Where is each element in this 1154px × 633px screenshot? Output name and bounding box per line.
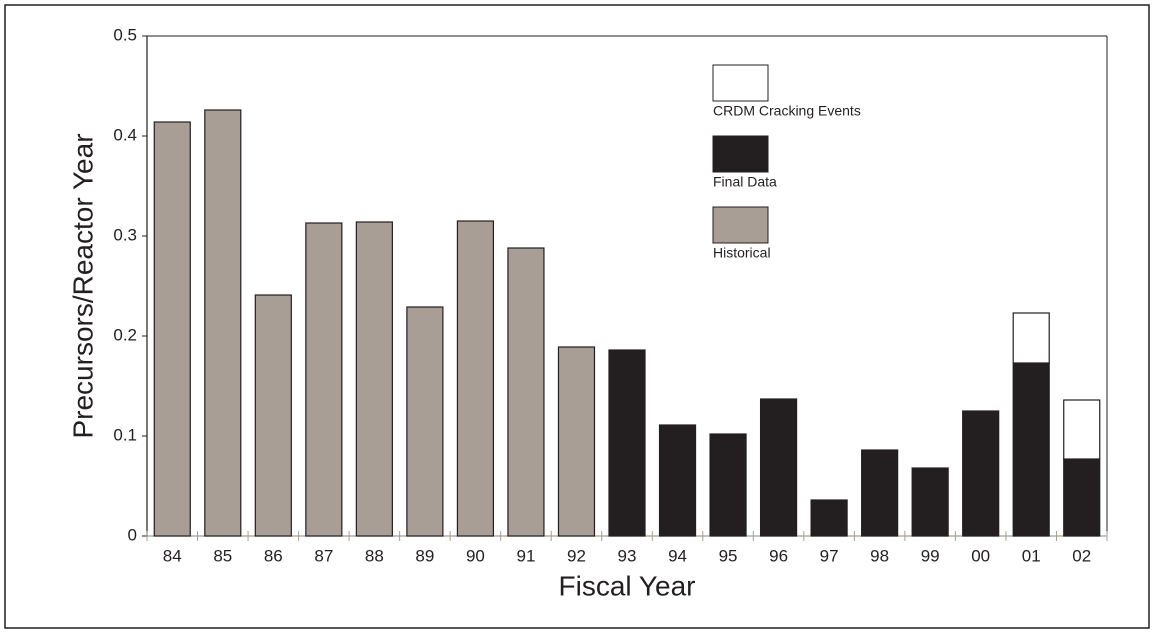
x-tick-label: 86 (264, 546, 283, 565)
x-tick-label: 00 (971, 546, 990, 565)
bar (810, 499, 848, 537)
legend-swatch (712, 206, 769, 244)
bar (204, 109, 242, 537)
bar (153, 121, 191, 537)
y-tick-label: 0.5 (113, 25, 137, 44)
bar (911, 467, 949, 537)
bar (305, 222, 343, 537)
x-tick-label: 84 (163, 546, 182, 565)
bar (254, 294, 292, 537)
bar (1012, 312, 1050, 364)
y-axis-title: Precursors/Reactor Year (67, 133, 98, 438)
x-tick-label: 85 (213, 546, 232, 565)
bar (1063, 399, 1101, 460)
bar (759, 398, 798, 537)
bar (1063, 458, 1101, 537)
bar (456, 220, 495, 537)
bar (962, 410, 1000, 537)
x-tick-label: 92 (567, 546, 586, 565)
bar (355, 221, 393, 537)
x-tick-label: 90 (466, 546, 485, 565)
legend-label: CRDM Cracking Events (713, 103, 861, 119)
frame (4, 4, 1150, 629)
y-tick-label: 0.4 (113, 125, 137, 144)
bar (861, 449, 899, 537)
x-tick-label: 88 (365, 546, 384, 565)
y-tick-label: 0.1 (113, 425, 137, 444)
legend-label: Historical (713, 245, 771, 261)
bar (608, 349, 646, 537)
bar (658, 424, 697, 537)
y-tick-label: 0.2 (113, 325, 137, 344)
legend-label: Final Data (713, 174, 777, 190)
bar (507, 247, 545, 537)
bar (1012, 362, 1050, 537)
x-tick-label: 96 (769, 546, 788, 565)
bar (709, 433, 747, 537)
y-tick-label: 0.3 (113, 225, 137, 244)
x-tick-label: 01 (1022, 546, 1041, 565)
x-axis-title: Fiscal Year (559, 570, 696, 601)
x-tick-label: 94 (668, 546, 687, 565)
y-tick-label: 0 (128, 525, 137, 544)
bar (406, 306, 444, 537)
legend-swatch (712, 135, 769, 173)
legend-swatch (712, 64, 769, 102)
bar (557, 346, 596, 537)
x-tick-label: 95 (719, 546, 738, 565)
x-tick-label: 02 (1072, 546, 1091, 565)
x-tick-label: 91 (516, 546, 535, 565)
x-tick-label: 87 (314, 546, 333, 565)
x-tick-label: 98 (870, 546, 889, 565)
x-tick-label: 97 (820, 546, 839, 565)
x-tick-label: 89 (415, 546, 434, 565)
x-tick-label: 93 (618, 546, 637, 565)
x-tick-label: 99 (921, 546, 940, 565)
